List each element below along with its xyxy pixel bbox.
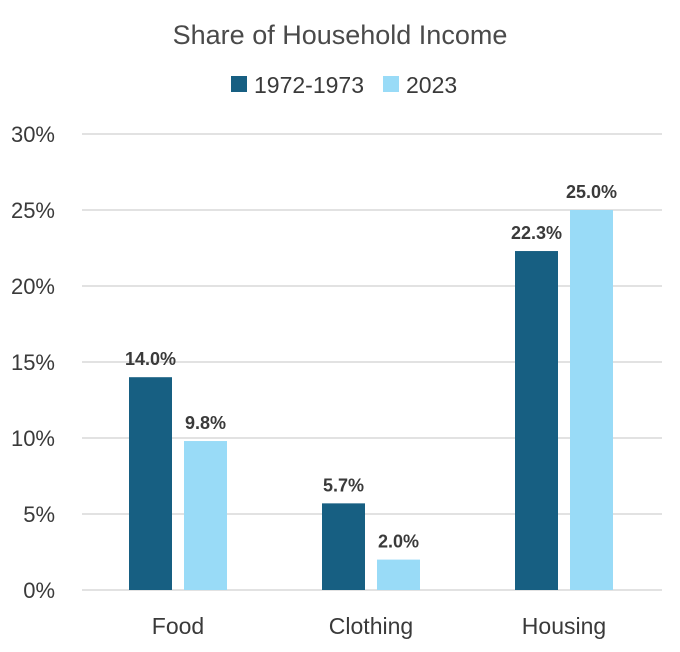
chart-title: Share of Household Income (173, 20, 508, 50)
data-labels: 14.0% 9.8% 5.7% 2.0% 22.3% 25.0% (125, 182, 617, 552)
legend-swatch-2023 (383, 76, 399, 92)
bar-clothing-2023 (377, 559, 420, 590)
bar-food-2023 (184, 441, 227, 590)
y-tick-label: 20% (11, 274, 55, 299)
gridlines (82, 133, 662, 591)
y-tick-label: 30% (11, 122, 55, 147)
y-tick-label: 0% (23, 578, 55, 603)
y-axis-ticks: 0% 5% 10% 15% 20% 25% 30% (11, 122, 55, 603)
bar-housing-1972-1973 (515, 251, 558, 591)
y-tick-label: 25% (11, 198, 55, 223)
x-axis-categories: Food Clothing Housing (152, 613, 606, 639)
y-tick-label: 15% (11, 350, 55, 375)
bars (129, 210, 613, 591)
data-label: 25.0% (566, 182, 617, 202)
category-label-clothing: Clothing (329, 613, 413, 639)
legend-label-1972-1973: 1972-1973 (254, 72, 364, 98)
data-label: 9.8% (185, 413, 226, 433)
legend: 1972-1973 2023 (231, 72, 457, 98)
category-label-food: Food (152, 613, 204, 639)
legend-swatch-1972-1973 (231, 76, 247, 92)
y-tick-label: 10% (11, 426, 55, 451)
bar-housing-2023 (570, 210, 613, 590)
data-label: 14.0% (125, 349, 176, 369)
bar-food-1972-1973 (129, 377, 172, 590)
data-label: 2.0% (378, 532, 419, 552)
legend-label-2023: 2023 (406, 72, 457, 98)
y-tick-label: 5% (23, 502, 55, 527)
category-label-housing: Housing (522, 613, 606, 639)
data-label: 5.7% (323, 475, 364, 495)
bar-clothing-1972-1973 (322, 503, 365, 590)
data-label: 22.3% (511, 223, 562, 243)
